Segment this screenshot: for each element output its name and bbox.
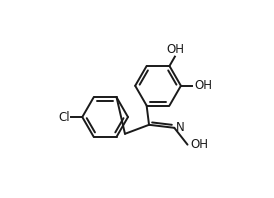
Text: OH: OH [190,138,208,151]
Text: N: N [175,121,184,134]
Text: OH: OH [194,79,212,92]
Text: Cl: Cl [58,110,70,124]
Text: OH: OH [167,43,184,56]
